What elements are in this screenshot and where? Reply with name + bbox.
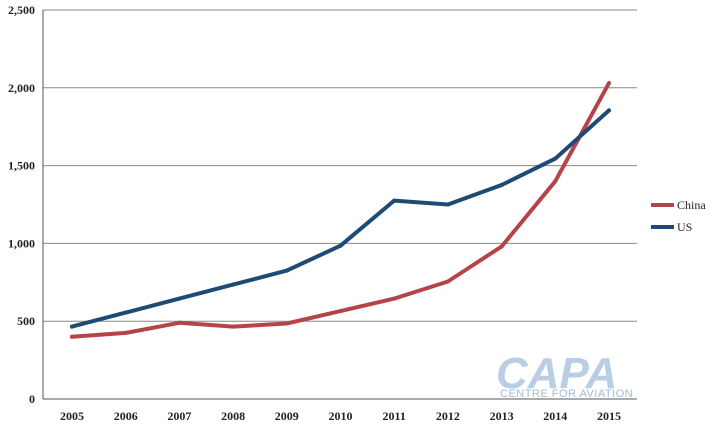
data-point-china — [284, 321, 289, 326]
x-tick-label: 2014 — [543, 409, 567, 423]
data-point-us — [177, 296, 182, 301]
series-line-china — [70, 81, 611, 339]
x-tick-label: 2006 — [114, 409, 138, 423]
watermark-tagline: CENTRE FOR AVIATION — [500, 388, 633, 400]
x-tick-label: 2012 — [436, 409, 460, 423]
x-tick-label: 2009 — [275, 409, 299, 423]
series-lines — [70, 81, 611, 339]
y-tick-label: 1,500 — [8, 159, 35, 173]
data-point-china — [607, 81, 611, 86]
x-tick-label: 2015 — [597, 409, 621, 423]
data-point-china — [392, 296, 397, 301]
y-tick-label: 1,000 — [8, 236, 35, 250]
series-line-us — [70, 108, 611, 329]
data-point-china — [553, 179, 558, 184]
y-tick-label: 2,500 — [8, 3, 35, 17]
watermark-brand: CAPA — [496, 349, 617, 398]
data-point-china — [231, 324, 236, 329]
data-point-us — [284, 268, 289, 273]
data-point-us — [553, 156, 558, 161]
x-tick-label: 2008 — [221, 409, 245, 423]
data-point-us — [123, 310, 128, 315]
x-tick-label: 2010 — [329, 409, 353, 423]
data-point-us — [338, 243, 343, 248]
capa-watermark-logo: CAPA CENTRE FOR AVIATION — [496, 349, 633, 400]
data-point-us — [231, 282, 236, 287]
legend-label-us: US — [677, 220, 692, 234]
x-tick-label: 2011 — [383, 409, 406, 423]
x-axis-tick-labels: 2005 2006 2007 2008 2009 2010 2011 2012 2013 2014… — [60, 409, 621, 423]
data-point-us — [607, 108, 611, 113]
x-tick-label: 2013 — [490, 409, 514, 423]
y-tick-label: 0 — [29, 392, 35, 406]
data-point-china — [499, 244, 504, 249]
y-tick-label: 2,000 — [8, 81, 35, 95]
data-point-us — [70, 324, 74, 329]
data-point-china — [70, 334, 74, 339]
data-point-us — [499, 183, 504, 188]
x-tick-label: 2007 — [167, 409, 191, 423]
data-point-us — [392, 198, 397, 203]
legend: China US — [651, 198, 706, 234]
y-axis-tick-labels: 0 500 1,000 1,500 2,000 2,500 — [8, 3, 35, 406]
data-point-china — [338, 309, 343, 314]
gridlines — [42, 9, 637, 400]
y-tick-label: 500 — [17, 314, 35, 328]
x-tick-label: 2005 — [60, 409, 84, 423]
legend-label-china: China — [677, 198, 706, 212]
data-point-china — [445, 279, 450, 284]
data-point-us — [445, 202, 450, 207]
data-point-china — [123, 330, 128, 335]
data-point-china — [177, 320, 182, 325]
